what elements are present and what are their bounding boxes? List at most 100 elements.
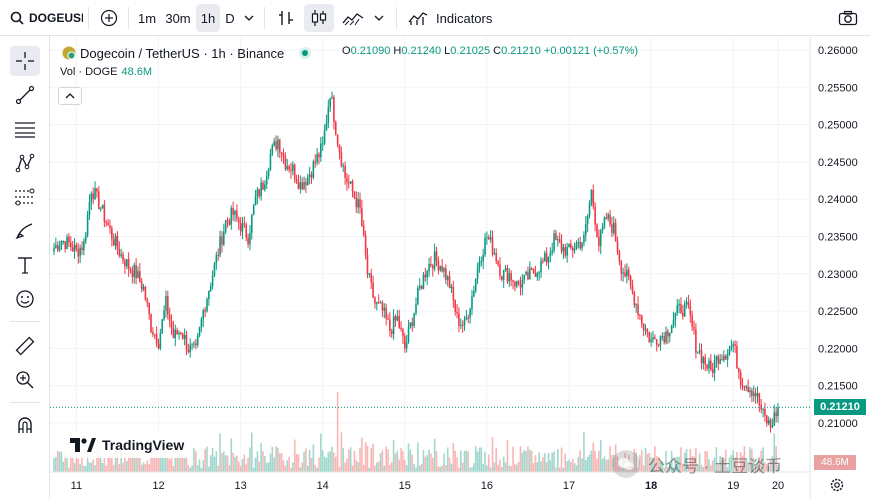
volume-bar: [226, 455, 229, 472]
candle-body: [640, 315, 643, 324]
candle-body: [226, 220, 229, 222]
volume-bar: [730, 454, 733, 472]
candle-body: [282, 154, 285, 157]
interval-d-button[interactable]: D: [225, 10, 235, 26]
volume-bar: [278, 453, 281, 472]
candle-body: [325, 122, 328, 131]
volume-bar: [635, 452, 637, 472]
candle-body: [336, 134, 339, 145]
candle-body: [376, 302, 378, 304]
volume-bar: [603, 456, 606, 472]
symbol-search-button[interactable]: DOGEUSDT: [6, 4, 86, 32]
volume-bar: [657, 457, 660, 472]
text-tool[interactable]: [10, 250, 40, 280]
candle-body: [396, 316, 399, 321]
volume-bar: [196, 465, 199, 472]
time-tick-label: 14: [317, 480, 329, 492]
volume-bar: [316, 467, 318, 472]
volume-bar: [715, 447, 718, 472]
price-tick-label: 0.21500: [818, 381, 858, 393]
volume-bar: [659, 461, 662, 472]
candle-body: [668, 332, 671, 337]
candle-body: [321, 143, 324, 145]
volume-bar: [402, 451, 404, 472]
low-value: 0.21025: [450, 45, 491, 57]
snapshot-button[interactable]: [834, 4, 862, 32]
volume-bar: [525, 451, 527, 472]
emoji-tool[interactable]: [10, 284, 40, 314]
interval-1h-button[interactable]: 1h: [196, 4, 220, 32]
ruler-tool[interactable]: [10, 331, 40, 361]
candle-body: [529, 268, 531, 280]
candle-body: [202, 310, 205, 320]
volume-bar: [288, 456, 290, 472]
crosshair-tool[interactable]: [10, 46, 40, 76]
volume-bar: [508, 465, 511, 472]
time-tick-label: 13: [234, 480, 246, 492]
volume-bar: [292, 462, 294, 472]
volume-bar: [254, 457, 257, 472]
ohlc-readout: O0.21090 H0.21240 L0.21025 C0.21210 +0.0…: [342, 45, 638, 57]
chart-type-dropdown-button[interactable]: [370, 4, 388, 32]
volume-bar: [762, 447, 764, 472]
volume-bar: [760, 450, 763, 472]
candle-body: [196, 335, 199, 346]
candle-body: [635, 304, 637, 306]
chart-settings-button[interactable]: [827, 475, 847, 495]
volume-bar: [564, 453, 567, 472]
volume-bar: [377, 461, 380, 472]
volume-bar: [139, 457, 141, 472]
volume-bar: [155, 456, 158, 472]
volume-bar: [221, 453, 223, 472]
pattern-tool[interactable]: [10, 148, 40, 178]
candle-body: [181, 333, 184, 339]
volume-bar: [329, 451, 331, 472]
compare-symbol-button[interactable]: [95, 4, 123, 32]
interval-dropdown-button[interactable]: [240, 4, 258, 32]
pattern-icon: [15, 153, 35, 173]
candle-body: [286, 166, 289, 170]
trend-line-tool[interactable]: [10, 80, 40, 110]
volume-bar: [198, 459, 201, 472]
volume-bar: [359, 447, 361, 472]
dogecoin-logo-icon: [62, 46, 76, 60]
candle-body: [769, 419, 772, 428]
volume-bar: [562, 467, 565, 472]
chart-type-button[interactable]: [338, 4, 368, 32]
volume-bar: [474, 446, 477, 472]
brush-tool[interactable]: [10, 216, 40, 246]
candle-body: [452, 286, 455, 301]
symbol-title[interactable]: Dogecoin / TetherUS · 1h · Binance: [80, 45, 285, 61]
volume-bar: [430, 453, 432, 472]
collapse-legend-button[interactable]: [58, 87, 82, 105]
zoom-in-tool[interactable]: [10, 365, 40, 395]
time-tick-label: 17: [563, 480, 575, 492]
indicators-button[interactable]: Indicators: [404, 4, 496, 32]
candle-body: [273, 141, 275, 146]
candle-body: [73, 244, 76, 252]
volume-bar: [489, 467, 492, 472]
candle-body: [599, 230, 602, 246]
interval-30m-button[interactable]: 30m: [165, 10, 191, 26]
volume-bar: [616, 456, 619, 472]
interval-1m-button[interactable]: 1m: [137, 10, 157, 26]
tradingview-logo[interactable]: TradingView: [62, 432, 193, 458]
magnet-tool[interactable]: [10, 410, 40, 440]
candle-body: [508, 273, 511, 282]
candle-body: [622, 272, 624, 274]
candle-body: [394, 316, 397, 321]
volume-bar: [404, 459, 406, 472]
horizontal-lines-tool[interactable]: [10, 114, 40, 144]
candle-body: [751, 390, 753, 396]
candle-body: [152, 331, 154, 335]
candle-body: [706, 364, 708, 369]
candles-button[interactable]: [304, 4, 334, 32]
volume-bar: [252, 467, 255, 472]
candle-body: [418, 286, 421, 289]
fib-tool[interactable]: [10, 182, 40, 212]
volume-bar: [189, 467, 192, 472]
bar-type-button[interactable]: [272, 4, 300, 32]
candle-body: [730, 346, 733, 349]
candle-body: [458, 313, 460, 326]
